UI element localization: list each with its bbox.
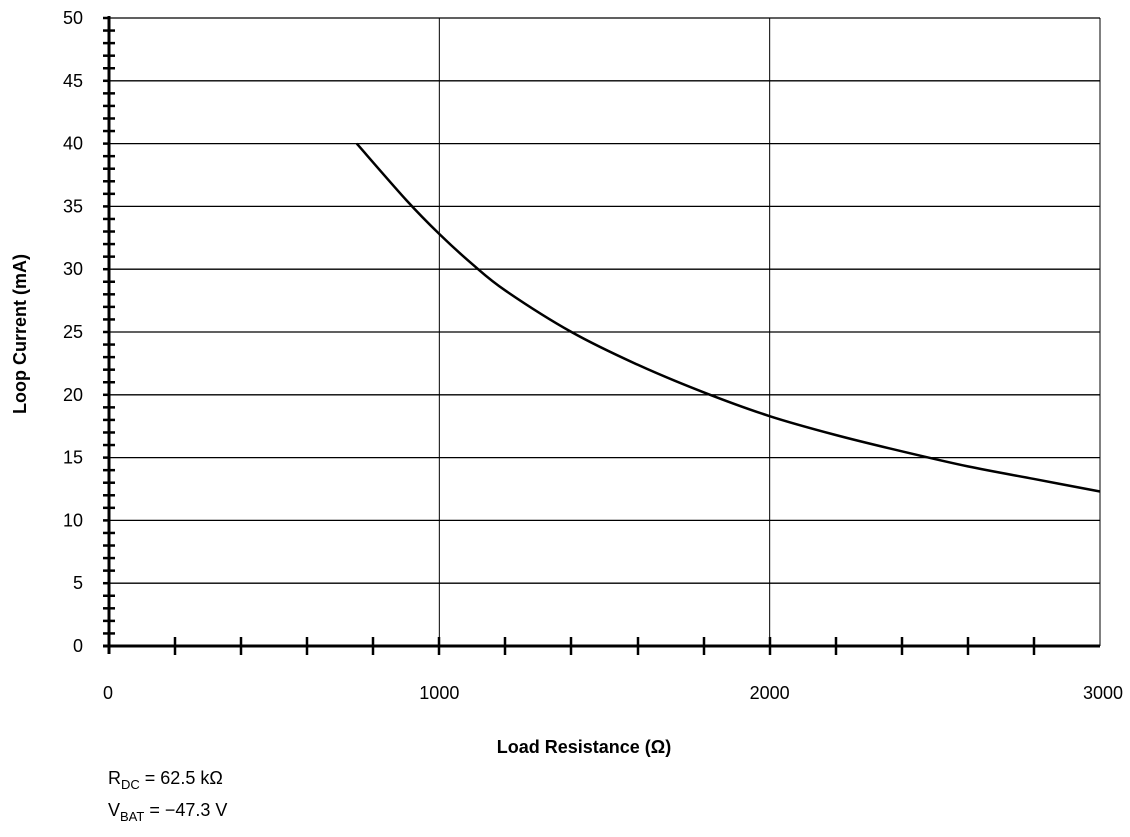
y-axis-title: Loop Current (mA) <box>10 254 30 414</box>
x-tick-label-2: 2000 <box>750 683 790 703</box>
y-tick-label-9: 45 <box>63 71 83 91</box>
series-layer <box>355 142 1101 493</box>
vbat-value: = −47.3 V <box>144 800 228 820</box>
tick-labels: 0 5 10 15 20 25 30 35 40 45 50 0 1000 2000 3000 <box>63 8 1123 703</box>
y-tick-label-3: 15 <box>63 448 83 468</box>
x-tick-label-0: 0 <box>103 683 113 703</box>
x-axis-title: Load Resistance (Ω) <box>497 737 671 757</box>
rdc-note: RDC = 62.5 kΩ <box>108 768 223 792</box>
y-tick-label-10: 50 <box>63 8 83 28</box>
x-tick-label-1: 1000 <box>419 683 459 703</box>
y-tick-label-7: 35 <box>63 196 83 216</box>
y-tick-label-1: 5 <box>73 573 83 593</box>
x-tick-label-3: 3000 <box>1083 683 1123 703</box>
vbat-symbol: V <box>108 800 121 820</box>
rdc-value: = 62.5 kΩ <box>139 768 223 788</box>
axes <box>103 16 1100 655</box>
rdc-symbol: R <box>108 768 121 788</box>
vbat-subscript: BAT <box>120 809 145 824</box>
vbat-note: VBAT = −47.3 V <box>108 800 227 824</box>
y-tick-label-2: 10 <box>63 510 83 530</box>
y-tick-label-5: 25 <box>63 322 83 342</box>
series-line-0 <box>355 142 1101 493</box>
rdc-subscript: DC <box>121 777 140 792</box>
y-tick-label-6: 30 <box>63 259 83 279</box>
grid-lines <box>109 17 1101 646</box>
y-tick-label-4: 20 <box>63 385 83 405</box>
y-tick-label-8: 40 <box>63 134 83 154</box>
y-tick-label-0: 0 <box>73 636 83 656</box>
